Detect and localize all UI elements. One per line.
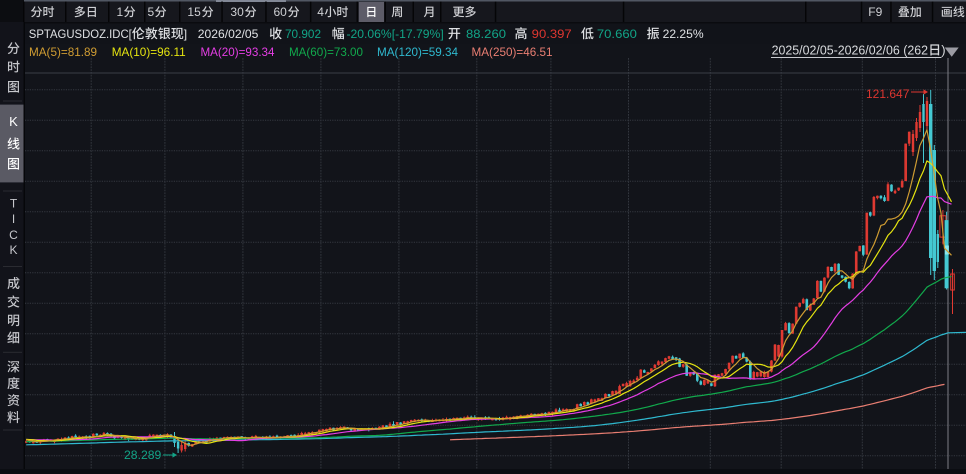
svg-text:2025/02/05-2026/02/06 (262: 2025/02/05-2026/02/06 (262 xyxy=(772,43,928,58)
svg-text:T: T xyxy=(10,197,18,211)
svg-text:30: 30 xyxy=(230,5,244,19)
svg-text:5: 5 xyxy=(148,5,155,19)
svg-text:70.660: 70.660 xyxy=(597,27,637,41)
svg-text:K: K xyxy=(9,243,17,257)
svg-text:I: I xyxy=(12,212,15,226)
svg-text:90.397: 90.397 xyxy=(532,27,572,41)
svg-text:SPTAGUSDOZ.IDC[: SPTAGUSDOZ.IDC[ xyxy=(29,27,133,41)
svg-text:4: 4 xyxy=(317,5,324,19)
svg-text:]: ] xyxy=(184,27,187,41)
svg-text:1: 1 xyxy=(117,5,124,19)
svg-text:22.25%: 22.25% xyxy=(663,27,704,41)
svg-text:2026/02/05: 2026/02/05 xyxy=(198,27,259,41)
svg-text:70.902: 70.902 xyxy=(285,27,321,41)
svg-text:MA(250)=46.51: MA(250)=46.51 xyxy=(472,45,553,59)
svg-text:K: K xyxy=(9,114,18,129)
svg-text:MA(20)=93.34: MA(20)=93.34 xyxy=(201,45,275,59)
svg-text:28.289: 28.289 xyxy=(124,448,162,462)
svg-text:MA(120)=59.34: MA(120)=59.34 xyxy=(377,45,458,59)
svg-text:88.260: 88.260 xyxy=(466,27,506,41)
svg-text:MA(60)=73.00: MA(60)=73.00 xyxy=(289,45,363,59)
svg-text:F9: F9 xyxy=(868,5,882,19)
svg-text:C: C xyxy=(9,228,18,242)
svg-text:121.647: 121.647 xyxy=(866,87,910,101)
svg-text:60: 60 xyxy=(274,5,288,19)
svg-text:MA(10)=96.11: MA(10)=96.11 xyxy=(112,45,186,59)
svg-text:MA(5)=81.89: MA(5)=81.89 xyxy=(29,45,97,59)
svg-text:-20.06%[-17.79%]: -20.06%[-17.79%] xyxy=(347,27,444,41)
svg-text:15: 15 xyxy=(187,5,201,19)
svg-text:): ) xyxy=(941,43,945,58)
